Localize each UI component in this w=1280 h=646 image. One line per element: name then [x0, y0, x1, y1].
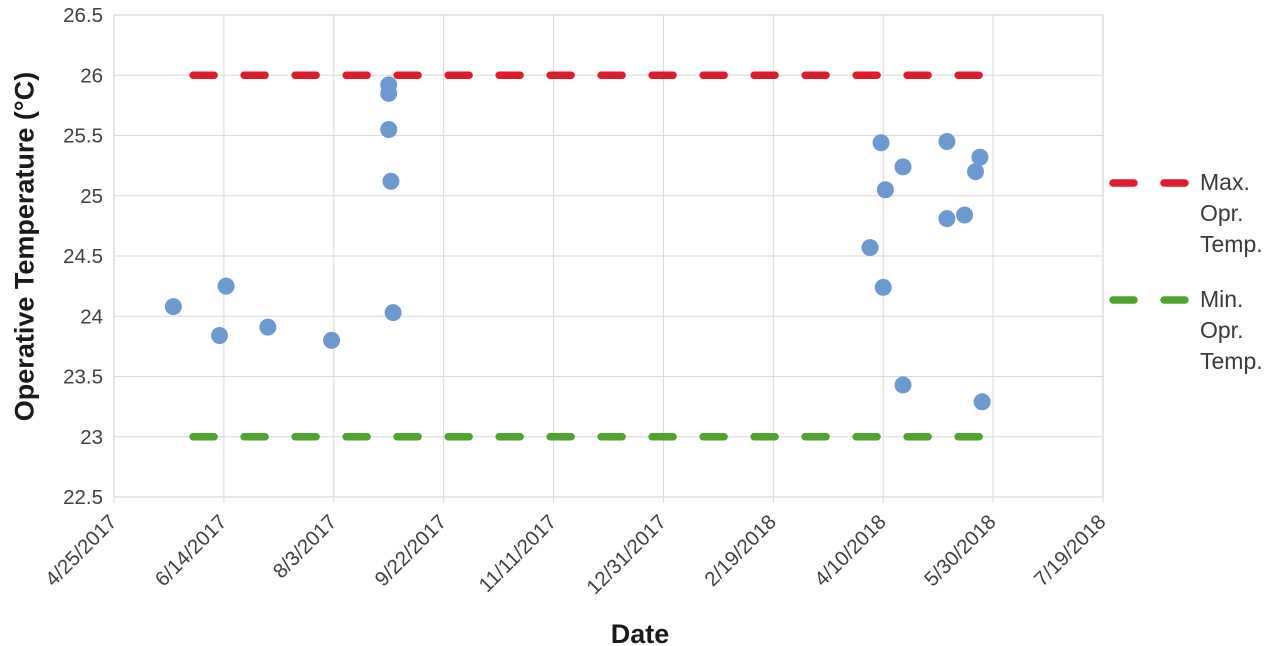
scatter-point — [380, 84, 398, 102]
scatter-point — [259, 318, 277, 336]
legend-label-max: Max. Opr. Temp. — [1200, 169, 1263, 257]
scatter-point — [382, 172, 400, 190]
scatter-point — [973, 393, 991, 411]
x-tick-label: 5/30/2018 — [920, 510, 1001, 591]
max-temp-line-swatch — [1109, 179, 1191, 187]
scatter-point — [971, 148, 989, 166]
y-tick-label: 25.5 — [63, 125, 103, 148]
legend-label-min: Min. Opr. Temp. — [1200, 286, 1263, 374]
legend-item-min-opr-temp: Min. Opr. Temp. — [1108, 284, 1280, 377]
x-tick-label: 4/10/2018 — [810, 510, 891, 591]
scatter-point — [380, 120, 398, 138]
y-tick-label: 26 — [80, 64, 103, 87]
scatter-point — [217, 277, 235, 295]
min-temp-line-swatch — [1109, 296, 1191, 304]
legend: Max. Opr. Temp. Min. Opr. Temp. — [1108, 167, 1280, 401]
scatter-point — [956, 206, 974, 224]
scatter-point — [894, 376, 912, 394]
y-axis-title: Operative Temperature (°C) — [9, 71, 40, 422]
x-tick-label: 6/14/2017 — [151, 510, 232, 591]
scatter-point — [874, 278, 892, 296]
y-tick-label: 22.5 — [63, 486, 103, 509]
scatter-point — [894, 158, 912, 176]
plot-border — [113, 14, 1104, 498]
legend-item-max-opr-temp: Max. Opr. Temp. — [1108, 167, 1280, 260]
scatter-point — [323, 331, 341, 349]
scatter-point — [210, 327, 228, 345]
x-axis-title: Date — [610, 619, 670, 646]
scatter-point — [967, 163, 985, 181]
x-tick-label: 7/19/2018 — [1030, 510, 1111, 591]
scatter-point — [872, 134, 890, 152]
x-tick-label: 2/19/2018 — [700, 510, 781, 591]
scatter-point — [164, 298, 182, 316]
scatter-point — [861, 239, 879, 257]
x-tick-label: 12/31/2017 — [582, 510, 671, 599]
x-tick-label: 8/3/2017 — [269, 510, 342, 583]
y-tick-label: 23.5 — [63, 366, 103, 389]
y-tick-label: 23 — [80, 426, 103, 449]
y-tick-label: 24.5 — [63, 245, 103, 268]
scatter-point — [384, 304, 402, 322]
x-tick-label: 9/22/2017 — [370, 510, 451, 591]
scatter-point — [938, 133, 956, 151]
y-tick-label: 26.5 — [63, 4, 103, 27]
x-tick-label: 4/25/2017 — [41, 510, 122, 591]
scatter-point — [938, 210, 956, 228]
scatter-point — [876, 181, 894, 199]
y-tick-label: 24 — [80, 305, 103, 328]
x-tick-label: 11/11/2017 — [474, 510, 561, 597]
y-tick-label: 25 — [80, 185, 103, 208]
